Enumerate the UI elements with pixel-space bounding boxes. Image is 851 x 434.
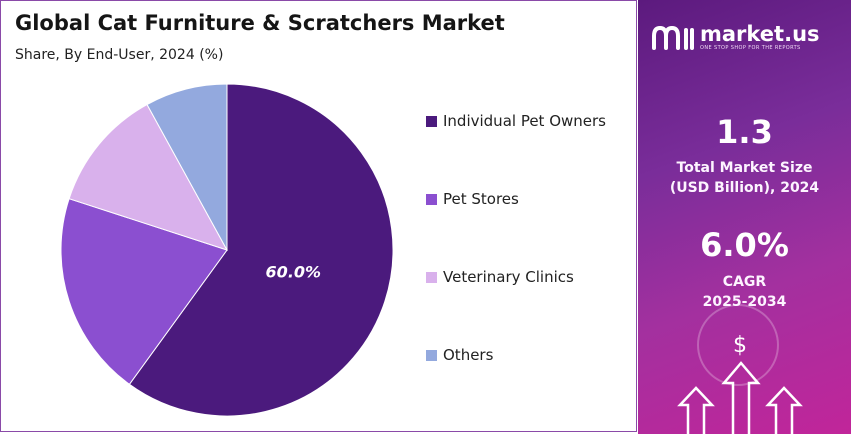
cagr-value: 6.0% [700, 226, 789, 264]
chart-subtitle: Share, By End-User, 2024 (%) [15, 47, 224, 63]
dollar-circle [697, 304, 779, 386]
legend-swatch-veterinary-clinics [426, 271, 437, 283]
legend-item-veterinary-clinics: Veterinary Clinics [426, 267, 606, 287]
dollar-icon: $ [733, 333, 747, 358]
cagr-label-line1: CAGR [722, 274, 767, 290]
chart-card: Global Cat Furniture & Scratchers Market… [0, 0, 637, 432]
pie-slice-pet-stores [60, 198, 228, 385]
pie-slice-others [146, 83, 228, 251]
pie-data-label-individual-pet-owners: 60.0% [266, 263, 322, 282]
legend-label-individual-pet-owners: Individual Pet Owners [443, 112, 607, 130]
decoration-arrows: $ [677, 304, 803, 434]
arrow-up-left-icon [677, 386, 715, 434]
chart-title: Global Cat Furniture & Scratchers Market [15, 11, 505, 35]
pie-chart: 60.0% [60, 83, 394, 417]
legend-item-individual-pet-owners: Individual Pet Owners [426, 111, 606, 131]
brand-logo: market.us ONE STOP SHOP FOR THE REPORTS [650, 22, 820, 52]
brand-name: market.us [700, 22, 820, 46]
chart-legend: Individual Pet Owners Pet Stores Veterin… [426, 111, 606, 423]
legend-item-others: Others [426, 345, 606, 365]
market-size-label-line2: (USD Billion), 2024 [669, 180, 820, 196]
legend-item-pet-stores: Pet Stores [426, 189, 606, 209]
pie-slice-individual-pet-owners [128, 83, 394, 417]
legend-label-others: Others [443, 346, 494, 364]
cagr-label-line2: 2025-2034 [702, 294, 787, 310]
market-us-logo-icon [652, 25, 694, 50]
market-size-value: 1.3 [716, 113, 773, 151]
legend-label-pet-stores: Pet Stores [443, 190, 519, 208]
stats-panel: $ market.us ONE STOP SHOP FOR THE REPORT… [638, 0, 851, 434]
arrow-up-right-icon [765, 386, 803, 434]
legend-swatch-individual-pet-owners [426, 115, 437, 127]
growth-arrows-icon [677, 361, 803, 434]
legend-label-veterinary-clinics: Veterinary Clinics [443, 268, 574, 286]
market-size-label-line1: Total Market Size [676, 160, 813, 176]
brand-tagline: ONE STOP SHOP FOR THE REPORTS [700, 45, 801, 51]
arrow-up-center-icon [721, 361, 761, 434]
pie-slice-veterinary-clinics [68, 103, 229, 251]
legend-swatch-pet-stores [426, 193, 437, 205]
legend-swatch-others [426, 349, 437, 361]
